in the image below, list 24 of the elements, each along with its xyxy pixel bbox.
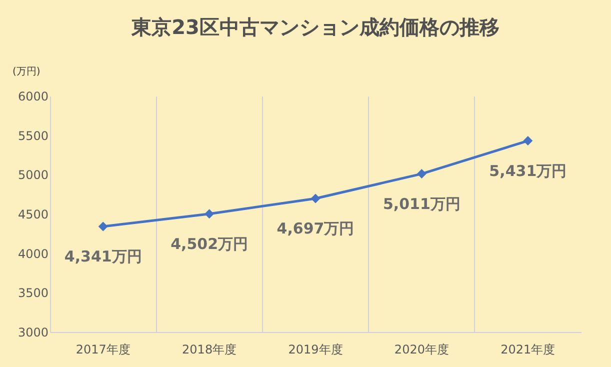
chart-title: 東京23区中古マンション成約価格の推移 [130, 15, 500, 39]
data-label: 4,341万円 [64, 248, 142, 266]
point [523, 136, 533, 146]
data-label: 4,502万円 [170, 234, 248, 253]
y-tick-label: 5000 [18, 168, 48, 182]
data-label: 5,431万円 [489, 162, 567, 180]
x-tick-label: 2018年度 [182, 342, 237, 356]
point [204, 209, 214, 219]
x-tick-label: 2017年度 [76, 342, 130, 356]
point [416, 169, 426, 179]
y-tick-label: 4000 [18, 246, 48, 261]
data-label: 5,011万円 [382, 194, 460, 213]
x-tick-label: 2019年度 [288, 342, 343, 356]
y-axis-title: (万円) [12, 66, 40, 78]
point [310, 194, 320, 204]
point [98, 222, 108, 232]
y-tick-label: 3500 [18, 286, 48, 300]
x-tick-label: 2020年度 [394, 342, 449, 356]
y-tick-label: 4500 [18, 208, 48, 222]
x-tick-label: 2021年度 [500, 342, 556, 356]
y-tick-label: 6000 [18, 90, 48, 104]
data-label: 4,697万円 [276, 220, 354, 238]
y-tick-label: 3000 [18, 326, 48, 340]
y-tick-label: 5500 [18, 128, 48, 143]
